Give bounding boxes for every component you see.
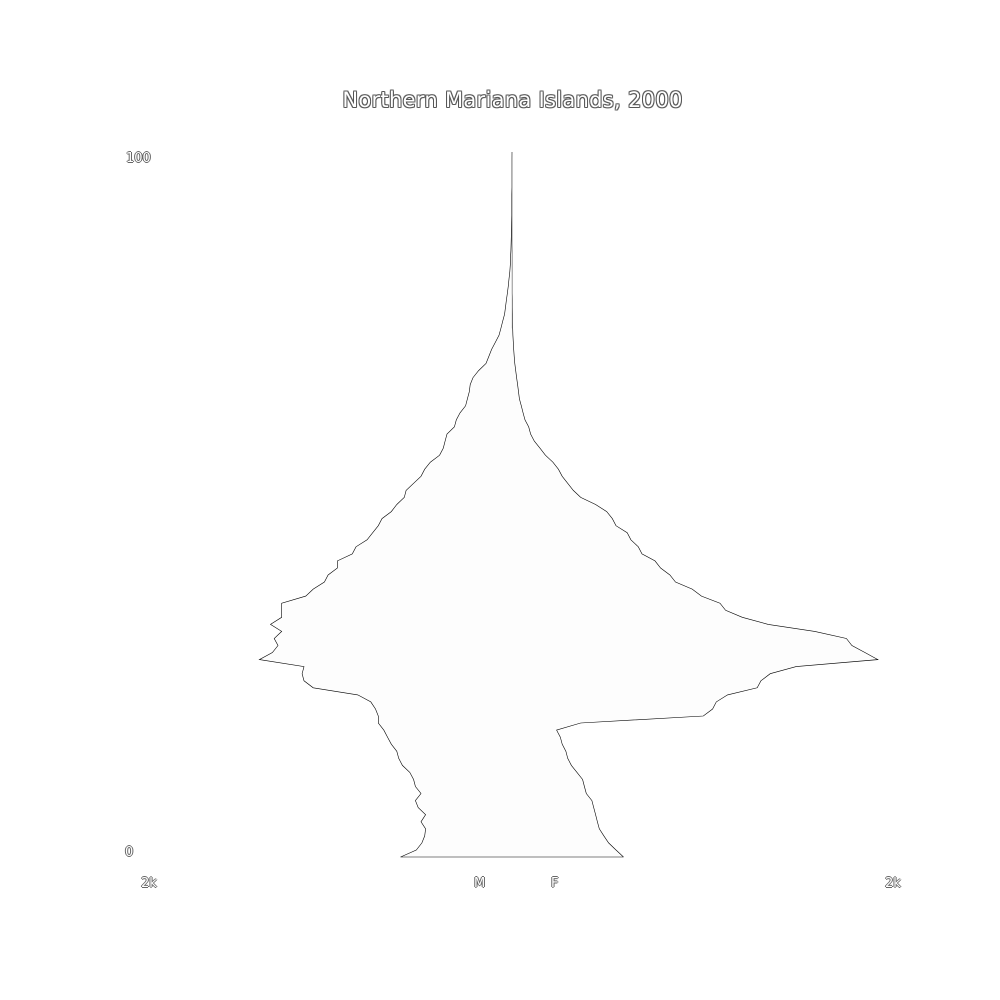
male-series-outline [258,151,513,858]
female-label: F [551,876,559,891]
y-tick-top: 100 [126,151,151,166]
male-label: M [474,876,486,891]
chart-title: Northern Mariana Islands, 2000 [342,88,683,112]
x-tick-left: 2k [141,876,157,891]
male-series-area [259,152,512,857]
female-series-area [512,152,878,857]
y-tick-bottom: 0 [125,845,134,860]
x-tick-right: 2k [885,876,901,891]
